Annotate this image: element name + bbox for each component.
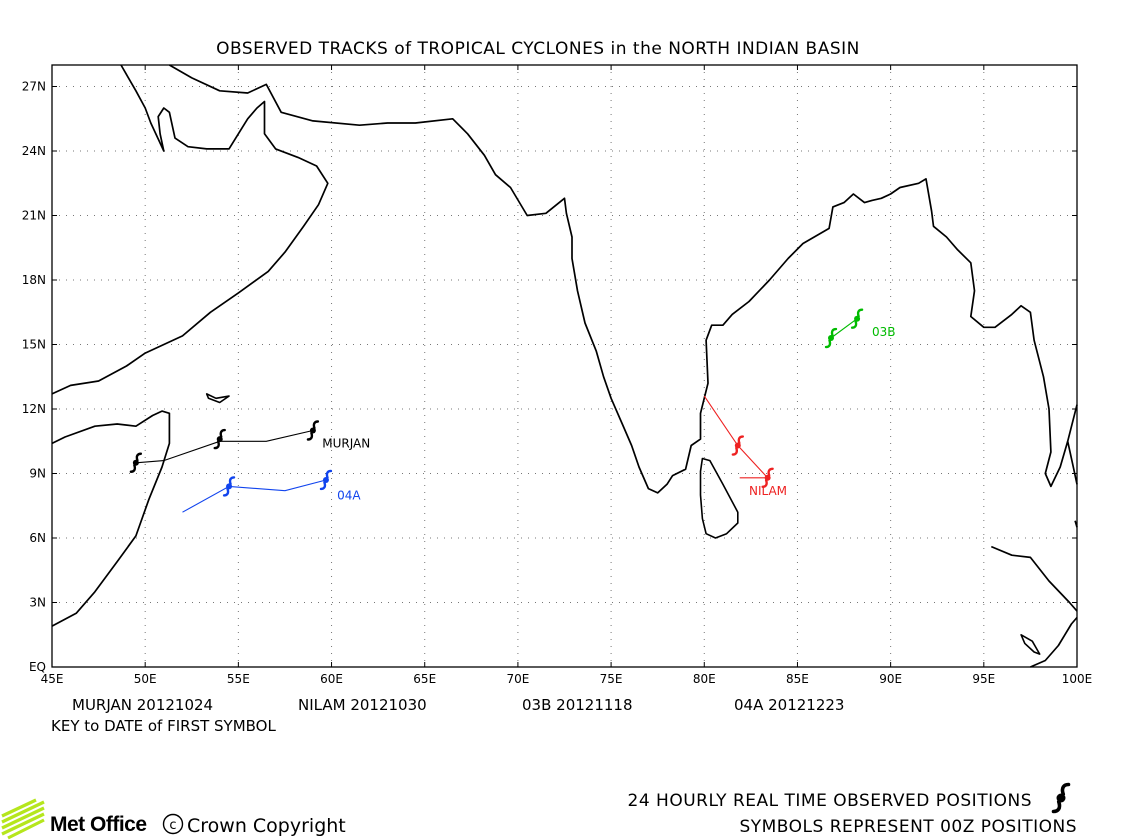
symbol-arm-top: [219, 428, 226, 438]
track-label-03b: 03B: [872, 325, 896, 339]
y-tick-label: 3N: [29, 596, 46, 610]
symbol-legend: 24 HOURLY REAL TIME OBSERVED POSITIONS S…: [628, 782, 1077, 837]
y-tick-label: 6N: [29, 531, 46, 545]
coastline: [1066, 441, 1078, 485]
coastline: [1030, 616, 1078, 668]
x-tick-label: 80E: [693, 672, 716, 686]
track-line-04a: [182, 479, 327, 513]
logo-stripes: [1, 798, 45, 840]
y-tick-label: 21N: [22, 209, 46, 223]
legend-line-positions: 24 HOURLY REAL TIME OBSERVED POSITIONS: [628, 791, 1032, 811]
island-outline: [205, 393, 230, 404]
symbol-arm-top: [767, 467, 774, 477]
met-office-stripes-icon: [1, 798, 45, 840]
copyright-icon: [162, 813, 184, 835]
y-tick-label: 27N: [22, 80, 46, 94]
track-symbol-03b: [850, 308, 864, 329]
brand-name: Met Office: [50, 813, 147, 836]
symbol-arm-top: [856, 308, 864, 318]
symbol-arm-bottom: [731, 446, 739, 456]
symbol-arm-top: [737, 435, 745, 445]
map-frame: [51, 64, 1078, 668]
symbol-arm-bottom: [129, 464, 137, 473]
coastline: [990, 545, 1078, 612]
met-office-logo: Met Office: [1, 798, 147, 840]
symbol-arm-bottom: [1051, 799, 1062, 814]
coastline: [51, 410, 171, 627]
track-symbol-murjan: [213, 428, 226, 450]
symbol-arm-bottom: [306, 431, 314, 441]
symbol-arm-top: [135, 452, 143, 462]
symbol-arm-bottom: [761, 479, 768, 488]
graticule-grid: [52, 65, 1077, 667]
y-tick-label: 18N: [22, 273, 46, 287]
legend-cyclone-symbol: [1051, 782, 1071, 814]
symbol-arm-top: [312, 420, 320, 430]
symbol-arm-top: [325, 469, 333, 479]
y-tick-label: 9N: [29, 467, 46, 481]
y-tick-label: 24N: [22, 144, 46, 158]
cyclone-symbol-icon: [1051, 782, 1071, 814]
y-tick-label: 12N: [22, 402, 46, 416]
x-tick-label: 50E: [134, 672, 157, 686]
track-symbol-murjan: [306, 420, 320, 441]
coastline: [1074, 520, 1078, 528]
key-entry-04a: 04A 20121223: [734, 696, 844, 714]
x-tick-label: 85E: [786, 672, 809, 686]
track-line-murjan: [135, 429, 314, 464]
symbol-arm-top: [830, 327, 838, 337]
key-entry-murjan: MURJAN 20121024: [72, 696, 213, 714]
symbol-arm-bottom: [824, 339, 832, 349]
y-tick-label: 15N: [22, 338, 46, 352]
map-title: OBSERVED TRACKS of TROPICAL CYCLONES in …: [216, 39, 860, 59]
track-line-nilam: [703, 395, 769, 479]
x-tick-label: 60E: [320, 672, 343, 686]
key-entry-nilam: NILAM 20121030: [298, 696, 427, 714]
track-symbol-04a: [222, 476, 236, 497]
date-key: MURJAN 20121024 NILAM 20121030 03B 20121…: [51, 696, 844, 735]
coastline: [51, 64, 329, 395]
island-outline: [699, 457, 739, 539]
coastline: [168, 64, 1078, 494]
island-outline: [1020, 633, 1041, 655]
x-tick-label: 70E: [506, 672, 529, 686]
symbol-arm-top: [228, 476, 236, 486]
track-symbol-nilam: [761, 467, 774, 488]
axis-ticks: 45E 50E 55E 60E 65E 70E 75E 80E 85E 90E 95E 100E EQ 3…: [22, 65, 1093, 686]
track-symbol-03b: [824, 327, 838, 349]
x-tick-label: 45E: [41, 672, 64, 686]
track-label-nilam: NILAM: [749, 484, 787, 498]
symbol-arm-bottom: [213, 440, 220, 450]
x-tick-label: 100E: [1062, 672, 1093, 686]
legend-line-symbols: SYMBOLS REPRESENT 00Z POSITIONS: [739, 817, 1077, 837]
track-label-murjan: MURJAN: [322, 437, 370, 451]
y-tick-label: EQ: [29, 660, 46, 674]
x-tick-label: 90E: [879, 672, 902, 686]
x-tick-label: 75E: [600, 672, 623, 686]
key-entry-03b: 03B 20121118: [522, 696, 633, 714]
coastlines: [51, 64, 1078, 668]
copyright-c: c: [169, 818, 176, 833]
cyclone-tracks: MURJAN NILAM 03B 04A: [129, 308, 896, 513]
x-tick-label: 65E: [413, 672, 436, 686]
symbol-arm-top: [1060, 782, 1071, 797]
symbol-arm-bottom: [319, 481, 327, 491]
track-label-04a: 04A: [337, 488, 361, 502]
symbol-arm-bottom: [222, 487, 230, 497]
track-symbol-04a: [319, 469, 333, 491]
key-caption: KEY to DATE of FIRST SYMBOL: [51, 717, 276, 735]
track-symbol-nilam: [731, 435, 745, 456]
x-tick-label: 55E: [227, 672, 250, 686]
track-line-03b: [830, 318, 858, 339]
x-tick-label: 95E: [972, 672, 995, 686]
copyright-notice: c Crown Copyright: [162, 813, 346, 837]
copyright-text: Crown Copyright: [187, 815, 346, 837]
track-symbol-murjan: [129, 452, 143, 473]
symbol-arm-bottom: [850, 320, 858, 329]
